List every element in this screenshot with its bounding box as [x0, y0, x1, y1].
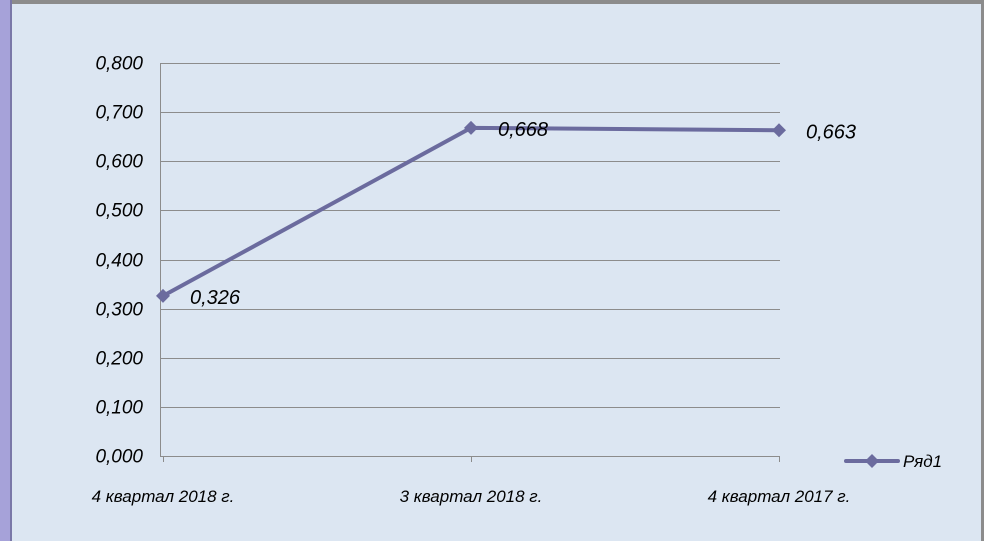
y-tick-label: 0,800 — [95, 54, 143, 75]
y-tick-label: 0,600 — [95, 152, 143, 173]
chart-left-border — [10, 0, 12, 541]
y-tick-label: 0,000 — [95, 447, 143, 468]
data-label: 0,326 — [190, 287, 241, 309]
y-tick-label: 0,700 — [95, 103, 143, 124]
data-label: 0,663 — [806, 121, 856, 143]
axes — [160, 63, 780, 462]
chart-top-border — [0, 0, 984, 4]
y-tick-label: 0,200 — [95, 349, 143, 370]
y-tick-label: 0,500 — [95, 201, 143, 222]
x-tick-label: 4 квартал 2017 г. — [708, 487, 851, 506]
legend: Ряд1 — [844, 452, 942, 471]
y-axis-tick-labels: 0,000 0,100 0,200 0,300 0,400 0,500 0,600 0,700… — [95, 54, 143, 468]
x-axis-tick-labels: 4 квартал 2018 г. 3 квартал 2018 г. 4 квар… — [92, 487, 851, 506]
data-point-marker — [772, 123, 786, 138]
x-tick-label: 3 квартал 2018 г. — [400, 487, 543, 506]
data-label: 0,668 — [498, 119, 548, 141]
data-point-marker — [464, 120, 478, 135]
legend-marker — [865, 454, 879, 468]
chart-right-border — [981, 0, 984, 541]
data-labels: 0,326 0,668 0,663 — [190, 119, 856, 309]
y-tick-label: 0,100 — [95, 398, 143, 419]
legend-label: Ряд1 — [903, 452, 942, 471]
data-point-marker — [156, 288, 170, 303]
y-tick-label: 0,300 — [95, 300, 143, 321]
series-ryad1 — [156, 120, 786, 303]
gridlines — [160, 63, 780, 457]
chart-left-accent — [0, 0, 11, 541]
x-tick-label: 4 квартал 2018 г. — [92, 487, 235, 506]
y-tick-label: 0,400 — [95, 251, 143, 272]
